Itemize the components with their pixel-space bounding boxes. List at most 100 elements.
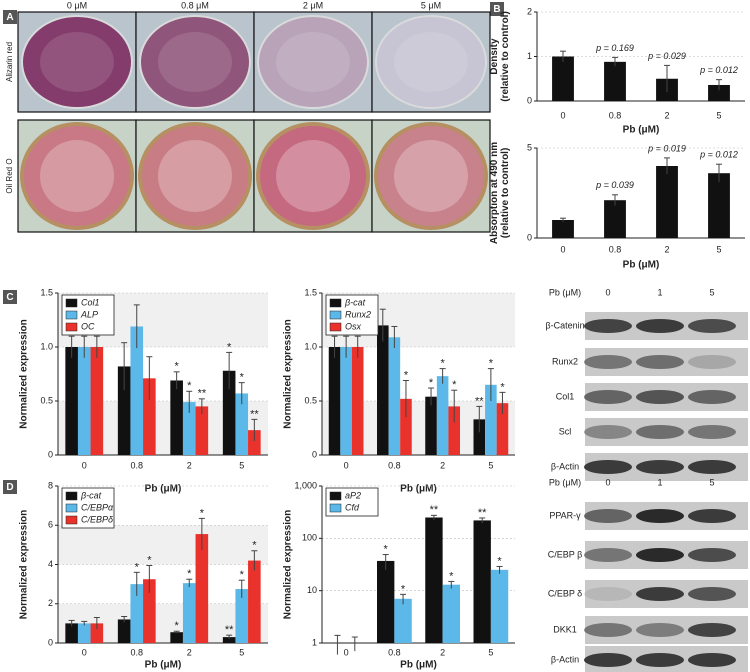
annotation: ** xyxy=(225,624,234,636)
bar xyxy=(388,337,401,455)
bar xyxy=(552,220,574,238)
concentration-label: 5 μM xyxy=(421,0,441,10)
well xyxy=(256,122,370,230)
blot-dose: 5 xyxy=(709,477,714,487)
annotation: * xyxy=(187,380,192,392)
blot-dose: 0 xyxy=(605,287,610,297)
legend-swatch xyxy=(329,322,342,332)
blot-band xyxy=(688,425,736,439)
blot-band xyxy=(688,548,736,562)
bar xyxy=(377,560,395,643)
blot-band xyxy=(584,653,632,667)
legend-label: OC xyxy=(81,321,95,331)
bar xyxy=(130,326,144,455)
bar xyxy=(182,402,196,455)
bar xyxy=(708,84,730,101)
bar xyxy=(90,623,104,643)
x-tick-label: 0.8 xyxy=(388,647,401,657)
x-tick-label: 0 xyxy=(344,647,349,657)
blot-label: Col1 xyxy=(556,391,575,401)
legend-swatch xyxy=(329,503,342,513)
x-tick-label: 0.8 xyxy=(388,460,401,470)
blot-band xyxy=(636,653,684,667)
bar xyxy=(248,560,261,643)
blot-band xyxy=(636,587,684,601)
legend-label: Runx2 xyxy=(345,309,371,319)
row-label: Oil Red O xyxy=(5,158,14,193)
y-axis-label: Normalized expression xyxy=(283,510,294,619)
y-tick-label: 0 xyxy=(48,449,53,459)
annotation: ** xyxy=(475,395,484,407)
y-tick-label: 1.0 xyxy=(304,341,317,351)
x-tick-label: 2 xyxy=(440,647,445,657)
annotation: ** xyxy=(198,388,207,400)
y-tick-label: 4 xyxy=(48,559,53,569)
legend-label: β-cat xyxy=(80,490,102,500)
legend-label: aP2 xyxy=(345,490,361,500)
bar xyxy=(552,56,574,101)
blot-band xyxy=(636,623,684,637)
blot-band xyxy=(584,509,632,523)
bar xyxy=(328,347,341,455)
blot-band xyxy=(584,425,632,439)
bar xyxy=(65,623,78,643)
blot-band xyxy=(688,319,736,333)
row-label: Alizarin red xyxy=(5,42,14,82)
well xyxy=(375,15,487,109)
y-tick-label: 1.5 xyxy=(40,287,53,297)
annotation: * xyxy=(429,377,434,389)
y-tick-label: 5 xyxy=(527,142,532,152)
panel-letter: C xyxy=(6,292,13,303)
y-tick-label: 1.0 xyxy=(40,341,53,351)
x-tick-label: 5 xyxy=(716,244,721,254)
blot-label: DKK1 xyxy=(553,624,577,634)
well-highlight xyxy=(158,140,232,212)
blot-band xyxy=(636,425,684,439)
annotation: * xyxy=(200,507,205,519)
x-tick-label: 5 xyxy=(716,110,721,120)
well-highlight xyxy=(394,32,468,92)
annotation: * xyxy=(500,381,505,393)
bar xyxy=(473,520,491,643)
x-tick-label: 5 xyxy=(488,647,493,657)
x-tick-label: 0.8 xyxy=(130,647,143,657)
y-axis-label: Normalized expression xyxy=(19,510,30,619)
well-highlight xyxy=(40,32,114,92)
blot-band xyxy=(688,623,736,637)
legend-swatch xyxy=(65,310,78,320)
x-tick-label: 2 xyxy=(440,460,445,470)
bar xyxy=(394,598,412,643)
annotation: p = 0.029 xyxy=(647,51,686,61)
x-tick-label: 2 xyxy=(187,460,192,470)
bar xyxy=(143,579,156,643)
bar xyxy=(117,619,131,643)
annotation: * xyxy=(227,341,232,353)
annotation: * xyxy=(175,361,180,373)
x-tick-label: 5 xyxy=(239,460,244,470)
bar xyxy=(425,396,437,455)
x-axis-label: Pb (μM) xyxy=(400,660,437,671)
y-tick-label: 100 xyxy=(302,533,317,543)
y-tick-label: 0 xyxy=(48,637,53,647)
y-axis-label: Density xyxy=(489,38,500,75)
legend-label: C/EBPδ xyxy=(81,514,114,524)
panel-letter-box xyxy=(3,10,17,24)
blot-band xyxy=(688,460,736,474)
blot-band xyxy=(584,587,632,601)
annotation: ** xyxy=(250,408,259,420)
legend-label: Col1 xyxy=(81,297,100,307)
bar xyxy=(195,534,209,643)
grid-band xyxy=(58,525,268,565)
bar xyxy=(182,583,196,643)
bar xyxy=(117,366,131,455)
annotation: * xyxy=(240,372,245,384)
legend-swatch xyxy=(65,322,78,332)
panel-letter: A xyxy=(6,12,13,23)
annotation: * xyxy=(497,555,502,567)
y-tick-label: 0 xyxy=(312,449,317,459)
panel-letter: B xyxy=(493,4,500,15)
annotation: * xyxy=(187,568,192,580)
blot-band xyxy=(636,509,684,523)
blot-band xyxy=(636,390,684,404)
panel-letter: D xyxy=(6,482,13,493)
